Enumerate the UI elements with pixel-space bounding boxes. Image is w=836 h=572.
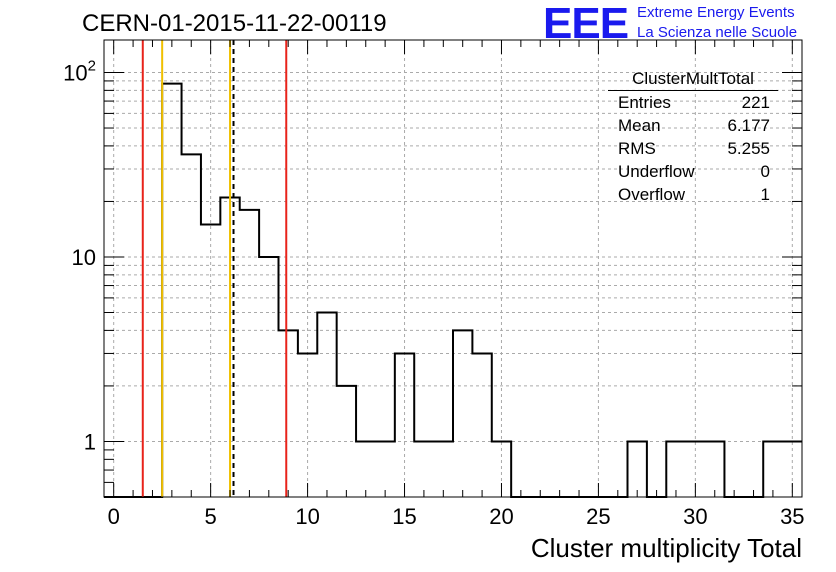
stats-row: Overflow 1: [608, 183, 778, 206]
x-tick-label: 5: [205, 504, 217, 529]
stats-label: Mean: [618, 116, 661, 135]
stats-title: ClusterMultTotal: [608, 68, 778, 91]
stats-value: 5.255: [727, 139, 770, 158]
plot-frame: [103, 39, 803, 498]
stats-row: Underflow 0: [608, 160, 778, 183]
x-tick-label: 10: [295, 504, 319, 529]
stats-value: 6.177: [727, 116, 770, 135]
stats-label: Entries: [618, 93, 671, 112]
stats-box: ClusterMultTotal Entries 221 Mean 6.177 RMS 5…: [608, 68, 778, 206]
x-tick-label: 20: [489, 504, 513, 529]
logo-line-1: Extreme Energy Events: [637, 4, 795, 21]
y-tick-label: 1: [84, 429, 96, 454]
x-tick-label: 30: [683, 504, 707, 529]
stats-label: Underflow: [618, 162, 695, 181]
stats-label: RMS: [618, 139, 656, 158]
y-tick-label: 102: [63, 57, 96, 85]
stats-value: 0: [760, 162, 770, 181]
x-tick-label: 35: [780, 504, 804, 529]
histogram-line: [104, 82, 802, 498]
x-tick-label: 15: [392, 504, 416, 529]
chart-title: CERN-01-2015-11-22-00119: [82, 10, 387, 37]
logo-line-2: La Scienza nelle Scuole: [637, 24, 798, 41]
stats-value: 1: [760, 185, 770, 204]
x-axis-label: Cluster multiplicity Total: [530, 533, 802, 563]
stats-value: 221: [741, 93, 770, 112]
stats-row: Mean 6.177: [608, 114, 778, 137]
y-tick-label: 10: [72, 245, 96, 270]
stats-row: Entries 221: [608, 91, 778, 114]
stats-label: Overflow: [618, 185, 686, 204]
eee-logo: EEE: [543, 0, 629, 48]
x-tick-label: 0: [108, 504, 120, 529]
stats-row: RMS 5.255: [608, 137, 778, 160]
x-tick-label: 25: [586, 504, 610, 529]
